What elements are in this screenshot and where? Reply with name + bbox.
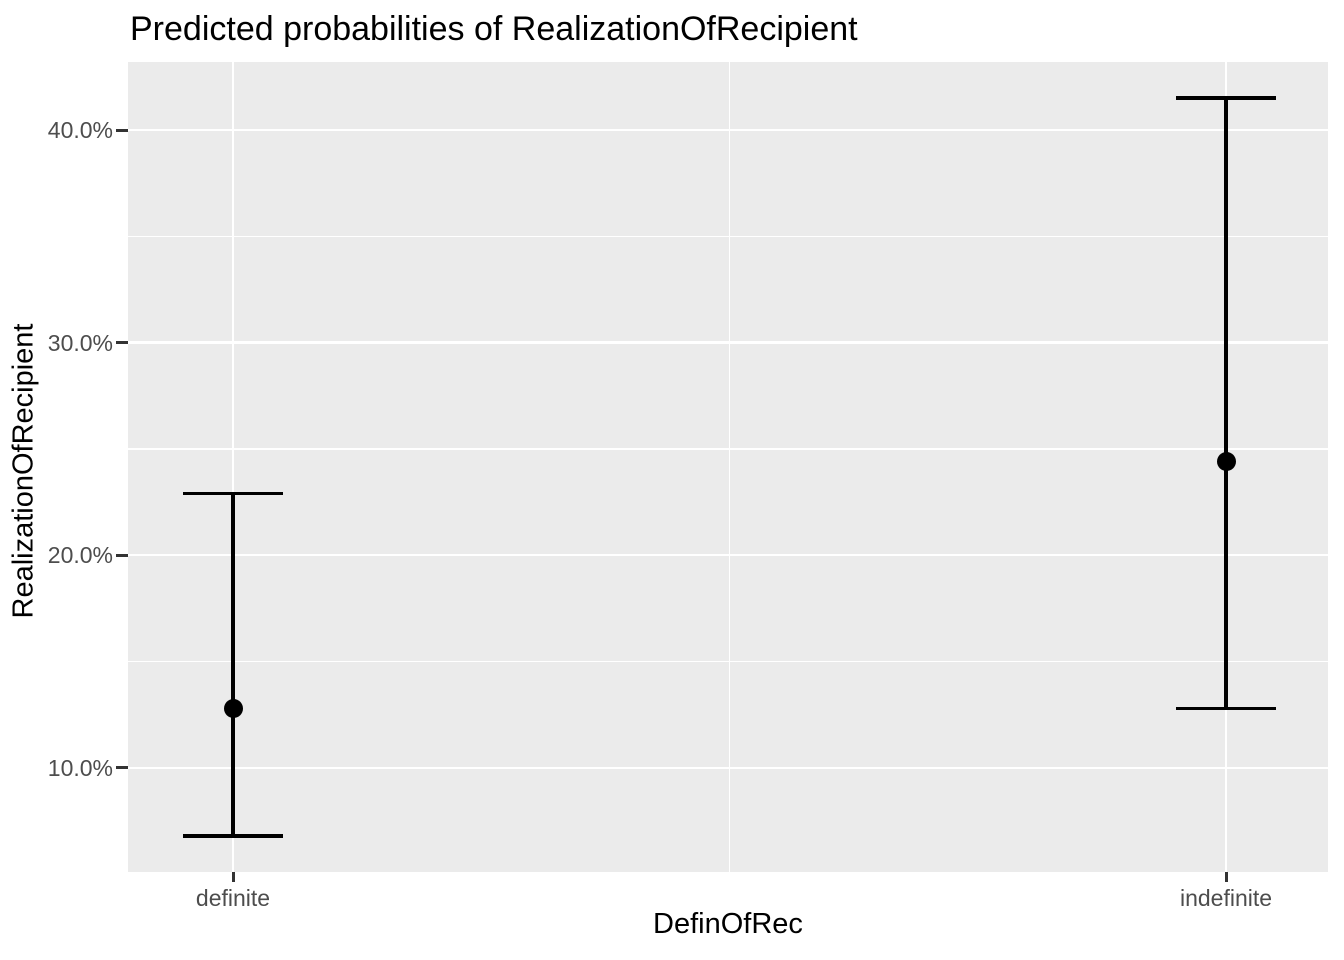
errorbar-line <box>231 493 235 836</box>
plot-title: Predicted probabilities of RealizationOf… <box>130 10 858 48</box>
y-axis-tick-label: 40.0% <box>47 117 113 144</box>
y-axis-tick-mark <box>116 128 128 132</box>
gridline-major-horizontal <box>128 766 1328 770</box>
y-axis-tick-mark <box>116 553 128 557</box>
point-estimate <box>1216 452 1236 472</box>
y-axis-title: RealizationOfRecipient <box>7 323 40 619</box>
y-axis-tick-label: 20.0% <box>47 542 113 569</box>
gridline-minor-horizontal <box>128 660 1328 663</box>
point-estimate <box>223 698 243 718</box>
gridline-major-horizontal <box>128 341 1328 344</box>
errorbar-cap-top <box>1176 96 1276 100</box>
y-axis-tick-label: 30.0% <box>47 329 113 356</box>
y-axis-tick-label: 10.0% <box>47 754 113 781</box>
errorbar-cap-bottom <box>183 834 283 838</box>
gridline-major-vertical <box>231 62 235 872</box>
gridline-minor-vertical <box>728 62 731 872</box>
y-axis-tick-mark <box>116 766 128 770</box>
errorbar-line <box>1224 98 1228 709</box>
gridline-minor-horizontal <box>128 448 1328 450</box>
y-axis-tick-mark <box>116 341 128 345</box>
gridline-minor-horizontal <box>128 235 1328 238</box>
x-axis-title: DefinOfRec <box>653 908 803 940</box>
plot-panel <box>128 62 1328 872</box>
x-axis-tick-label: definite <box>195 885 271 911</box>
errorbar-cap-bottom <box>1176 706 1276 711</box>
errorbar-cap-top <box>183 491 283 496</box>
x-axis-tick-label: indefinite <box>1179 885 1273 911</box>
x-axis-tick-mark <box>1224 872 1228 882</box>
gridline-major-horizontal <box>128 553 1328 557</box>
x-axis-tick-mark <box>231 872 235 882</box>
gridline-major-horizontal <box>128 128 1328 132</box>
